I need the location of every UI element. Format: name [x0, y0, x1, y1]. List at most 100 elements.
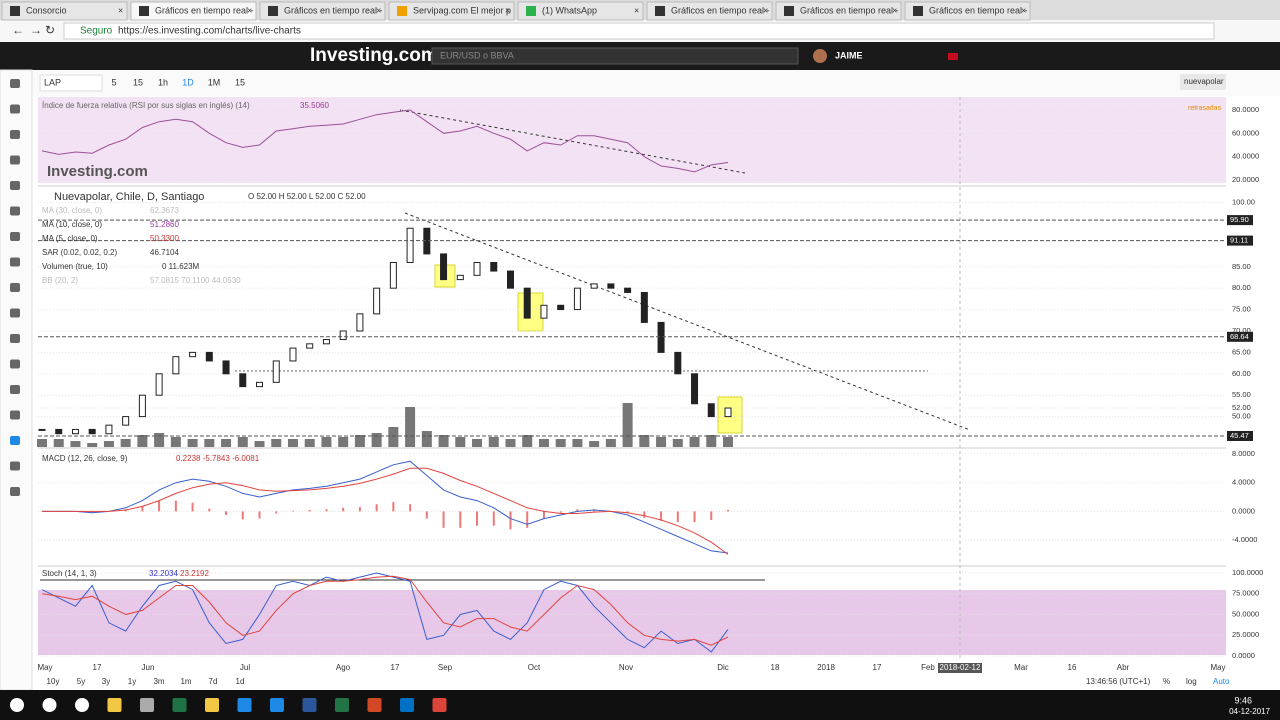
macd-value: 0.2238 -5.7843 -6.0081 [176, 454, 260, 463]
user-name[interactable]: JAIME [835, 50, 863, 60]
profile-box[interactable] [1180, 74, 1226, 90]
volume-bar [555, 439, 566, 447]
tool-icon[interactable] [10, 410, 20, 420]
volume-bar [622, 403, 633, 447]
tab-close[interactable]: × [1021, 5, 1026, 15]
taskbar-icon[interactable] [172, 698, 187, 712]
tab-close[interactable]: × [763, 5, 768, 15]
tool-icon[interactable] [10, 79, 20, 88]
tool-icon[interactable] [10, 104, 20, 114]
x-tick-label: Feb [921, 663, 935, 672]
taskbar-icon[interactable] [42, 698, 57, 712]
interval[interactable]: 15 [235, 77, 245, 87]
interval[interactable]: 1D [182, 77, 194, 87]
taskbar-icon[interactable] [107, 698, 122, 712]
tab[interactable] [904, 1, 1031, 21]
log-toggle[interactable]: log [1186, 677, 1197, 686]
range-button[interactable]: 10y [47, 677, 60, 686]
taskbar-icon[interactable] [432, 698, 447, 712]
tab-title: Gráficos en tiempo real - [155, 5, 254, 15]
candle [506, 270, 514, 289]
tab[interactable] [388, 1, 515, 21]
tool-icon[interactable] [10, 385, 20, 394]
tool-icon[interactable] [10, 436, 20, 445]
avatar[interactable] [813, 49, 827, 63]
reload[interactable]: ↻ [45, 23, 55, 37]
tab-close[interactable]: × [634, 5, 639, 15]
taskbar-icon[interactable] [140, 698, 154, 712]
macd-bar [576, 509, 579, 512]
percent-toggle[interactable]: % [1163, 677, 1170, 686]
back[interactable]: ← [12, 23, 24, 37]
tab[interactable] [130, 1, 257, 21]
tool-icon[interactable] [10, 130, 20, 139]
range-button[interactable]: 3y [102, 677, 110, 686]
taskbar-icon[interactable] [400, 698, 414, 712]
range-button[interactable]: 7d [209, 677, 218, 686]
forward[interactable]: → [30, 23, 42, 37]
symbol-box[interactable] [39, 74, 103, 92]
taskbar-icon[interactable] [205, 698, 219, 712]
site-logo[interactable]: Investing.com [310, 45, 438, 66]
tab[interactable] [775, 1, 902, 21]
taskbar-icon[interactable] [75, 698, 89, 712]
range-button[interactable]: 1y [128, 677, 136, 686]
range-button[interactable]: 1m [180, 677, 191, 686]
tool-icon[interactable] [10, 334, 20, 343]
tab[interactable] [646, 1, 773, 21]
rsi-value: 35.5060 [300, 101, 329, 110]
tool-icon[interactable] [10, 283, 20, 292]
taskbar-icon[interactable] [270, 698, 284, 712]
tool-icon[interactable] [10, 181, 20, 190]
interval[interactable]: 5 [111, 77, 116, 87]
candle [707, 403, 715, 418]
x-tick-label: Jul [240, 663, 250, 672]
tool-icon[interactable] [10, 206, 20, 216]
flag[interactable] [948, 53, 958, 60]
interval[interactable]: 1M [208, 77, 221, 87]
tab-close[interactable]: × [247, 5, 252, 15]
tool-icon[interactable] [10, 359, 20, 369]
tool-icon[interactable] [10, 461, 20, 471]
stoch-k-value: 32.2034 [149, 569, 178, 578]
tab[interactable] [259, 1, 386, 21]
tool-icon[interactable] [10, 155, 20, 165]
y-tick-label: 70.00 [1232, 326, 1251, 335]
indicator-name: MA (10, close, 0) [42, 220, 102, 229]
interval[interactable]: 1h [158, 77, 168, 87]
tab[interactable] [1, 1, 128, 21]
candle [155, 373, 163, 396]
candle [189, 351, 197, 358]
macd-bar [375, 504, 378, 512]
taskbar-icon[interactable] [302, 698, 317, 712]
taskbar-icon[interactable] [237, 698, 252, 712]
tab-close[interactable]: × [376, 5, 381, 15]
y-tick-label: 100.00 [1232, 198, 1255, 207]
macd-bar [660, 511, 663, 521]
tool-icon[interactable] [10, 232, 20, 241]
range-button[interactable]: 1d [236, 677, 245, 686]
taskbar-icon[interactable] [367, 698, 382, 712]
tool-icon[interactable] [10, 257, 20, 267]
range-button[interactable]: 3m [153, 677, 164, 686]
url-field[interactable] [63, 22, 1215, 40]
interval[interactable]: 15 [133, 77, 143, 87]
tab[interactable] [517, 1, 644, 21]
taskbar-icon[interactable] [10, 698, 24, 712]
tool-icon[interactable] [10, 308, 20, 318]
macd-label: MACD (12, 26, close, 9) [42, 454, 128, 463]
auto-toggle[interactable]: Auto [1213, 677, 1230, 686]
indicator-name: MA (5, close, 0) [42, 234, 98, 243]
tab-close[interactable]: × [505, 5, 510, 15]
tab-close[interactable]: × [118, 5, 123, 15]
indicator-value: 46.7104 [150, 248, 179, 257]
taskbar-icon[interactable] [335, 698, 349, 712]
candle [456, 274, 464, 281]
search-box[interactable] [431, 47, 799, 65]
tool-icon[interactable] [10, 487, 20, 496]
tab-close[interactable]: × [892, 5, 897, 15]
candle [624, 287, 632, 293]
volume-bar [388, 427, 399, 447]
range-button[interactable]: 5y [77, 677, 85, 686]
